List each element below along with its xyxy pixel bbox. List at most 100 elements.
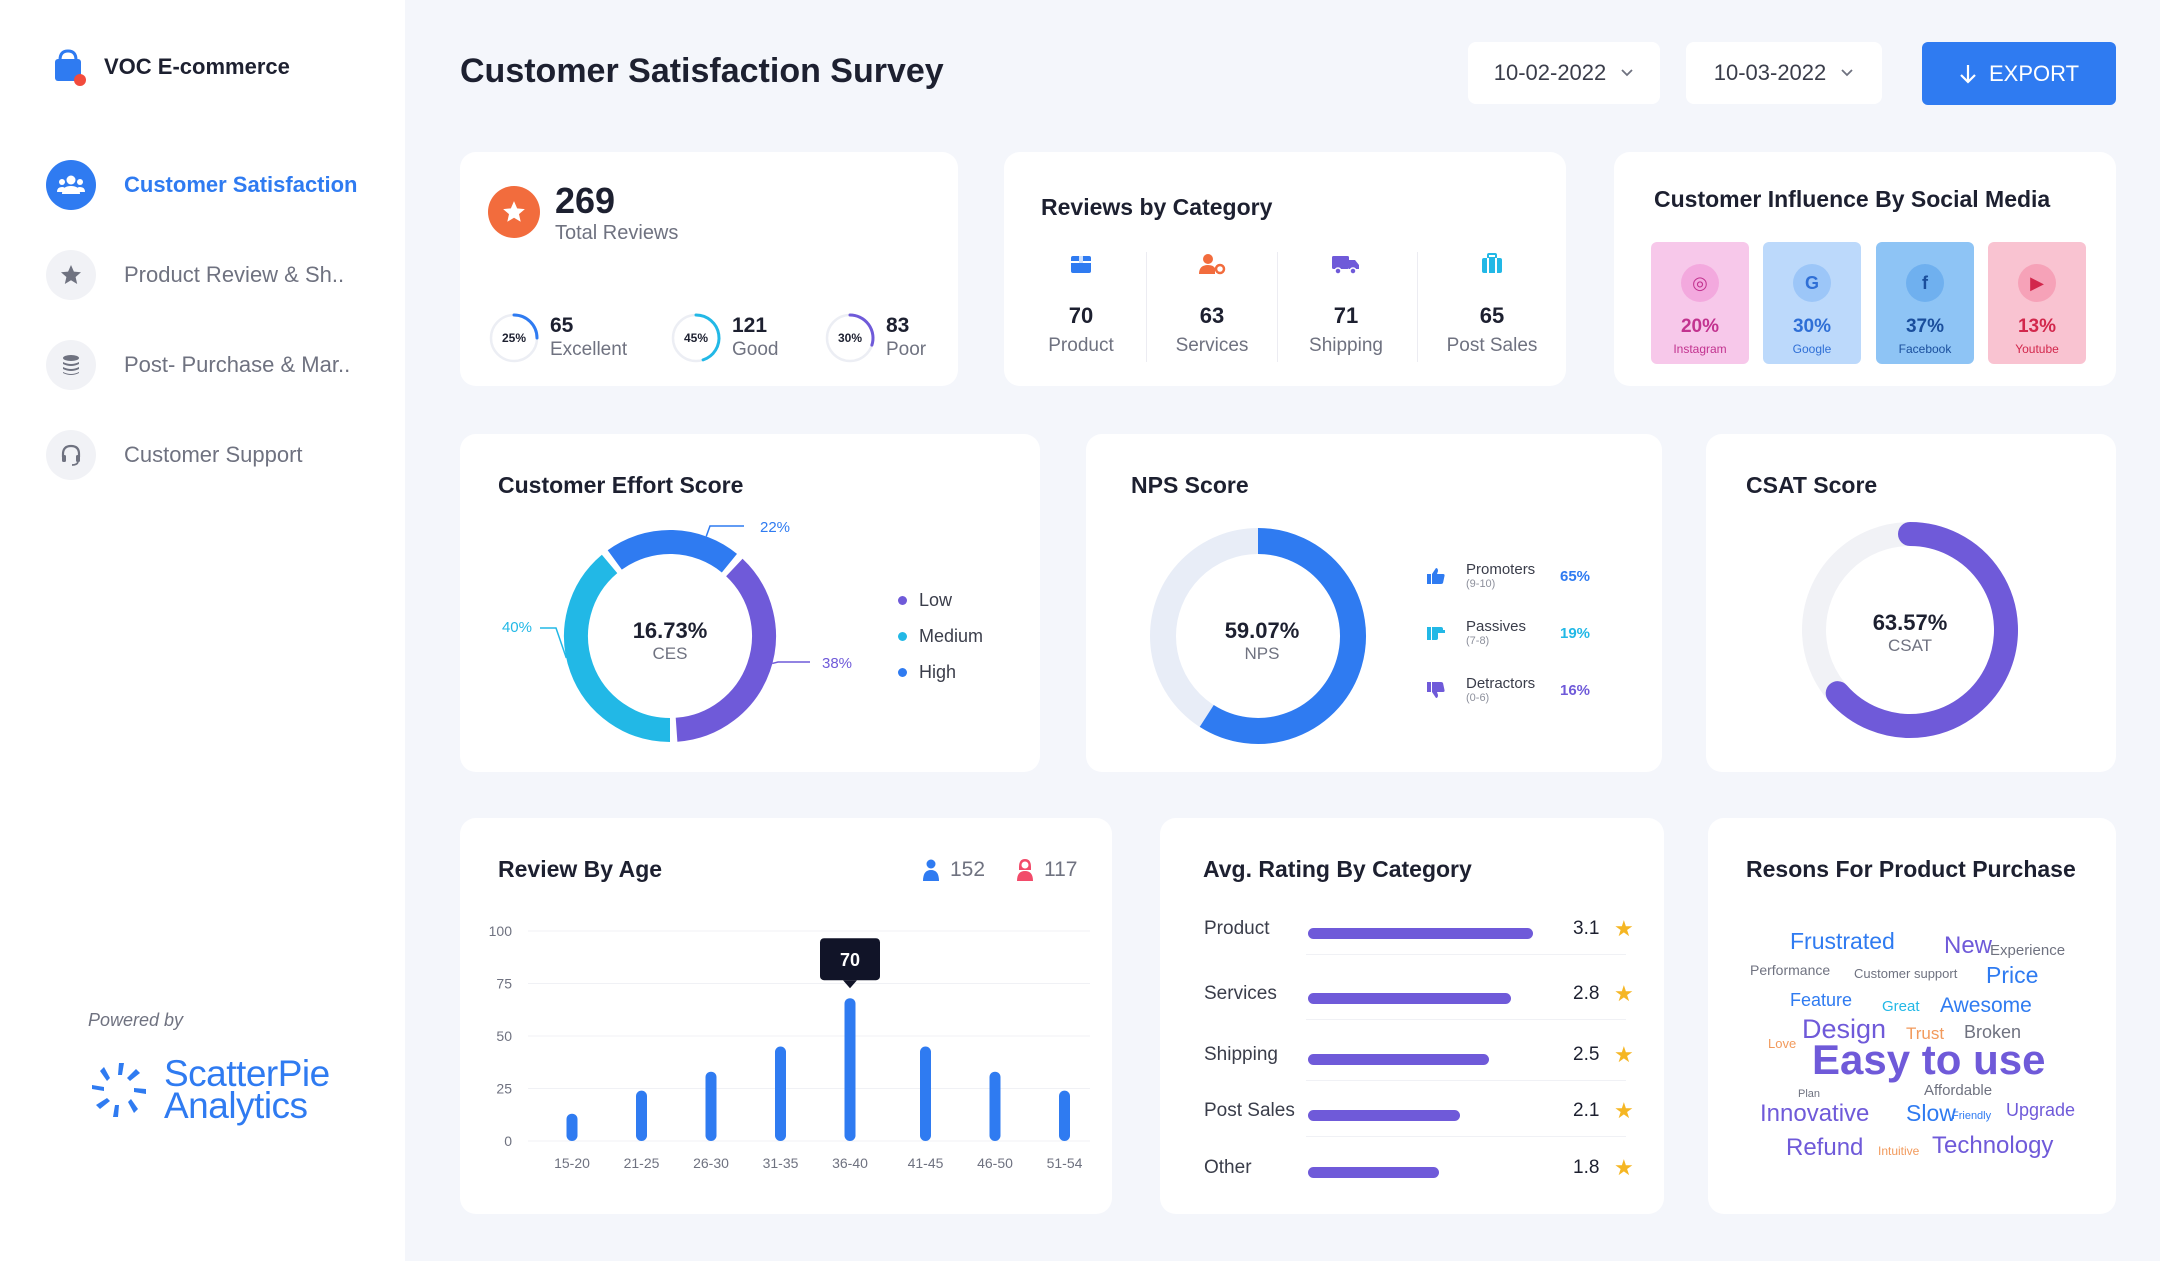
word-cloud-term[interactable]: Refund <box>1786 1134 1864 1161</box>
word-cloud-term[interactable]: Easy to use <box>1812 1036 2046 1083</box>
word-cloud-term[interactable]: Design <box>1802 1014 1887 1044</box>
brand-logo[interactable]: ScatterPie Analytics <box>88 1055 330 1124</box>
rating-row-other[interactable]: Other 1.8 ★ <box>1204 1149 1644 1189</box>
csat-progress[interactable] <box>1825 522 2018 738</box>
word-cloud-term[interactable]: Awesome <box>1940 994 2032 1017</box>
star-icon: ★ <box>1614 1098 1634 1123</box>
category-shipping[interactable]: 71 Shipping <box>1281 252 1411 357</box>
word-cloud-term[interactable]: Price <box>1986 962 2039 988</box>
date-from-picker[interactable]: 10-02-2022 <box>1468 42 1660 104</box>
ces-leader-line <box>540 627 568 659</box>
rating-bar <box>1308 1054 1490 1065</box>
ces-segment-low[interactable] <box>607 530 737 573</box>
social-youtube[interactable]: ▶ 13% Youtube <box>1988 242 2086 364</box>
age-bar[interactable] <box>989 1071 1001 1141</box>
ces-pct-label: 40% <box>502 619 532 636</box>
category-post-sales[interactable]: 65 Post Sales <box>1427 252 1557 357</box>
reviews-by-category-title: Reviews by Category <box>1041 194 1273 220</box>
age-bar[interactable] <box>775 1046 786 1142</box>
rating-divider <box>1306 954 1626 955</box>
word-cloud-term[interactable]: Technology <box>1932 1132 2054 1159</box>
sidebar-item-customer-satisfaction[interactable]: Customer Satisfaction <box>46 140 386 230</box>
rating-row-post-sales[interactable]: Post Sales 2.1 ★ <box>1204 1092 1644 1132</box>
category-label: Shipping <box>1309 335 1383 356</box>
word-cloud-term[interactable]: Friendly <box>1952 1110 1992 1122</box>
ces-value: 16.73% <box>632 618 708 643</box>
rating-divider <box>1306 1080 1626 1081</box>
social-name: Facebook <box>1898 342 1952 356</box>
sidebar: VOC E-commerce Customer Satisfaction Pro… <box>0 0 405 1261</box>
word-cloud-term[interactable]: Performance <box>1750 962 1831 978</box>
category-services[interactable]: 63 Services <box>1147 252 1277 357</box>
nps-progress[interactable] <box>1199 528 1366 744</box>
word-cloud: Frustrated New Experience Performance Custom… <box>1708 818 2116 1214</box>
word-cloud-term[interactable]: Slow <box>1906 1100 1956 1126</box>
word-cloud-term[interactable]: Plan <box>1798 1088 1821 1100</box>
google-icon: G <box>1793 264 1831 302</box>
date-to-picker[interactable]: 10-03-2022 <box>1686 42 1882 104</box>
word-cloud-term[interactable]: Great <box>1882 998 1920 1015</box>
app-logo[interactable]: VOC E-commerce <box>52 48 290 86</box>
x-tick-label: 46-50 <box>977 1155 1013 1171</box>
rating-bar <box>1308 928 1533 939</box>
word-cloud-term[interactable]: New <box>1944 932 1993 959</box>
word-cloud-term[interactable]: Innovative <box>1760 1100 1870 1127</box>
age-bar[interactable] <box>920 1046 931 1142</box>
category-value: 65 <box>1479 303 1505 328</box>
word-cloud-term[interactable]: Upgrade <box>2006 1100 2076 1120</box>
x-tick-label: 21-25 <box>624 1155 660 1171</box>
social-facebook[interactable]: f 37% Facebook <box>1876 242 1974 364</box>
female-user-icon <box>1017 859 1033 881</box>
word-cloud-term[interactable]: Feature <box>1790 990 1853 1010</box>
ces-leader-line <box>705 525 744 537</box>
female-count: 117 <box>1016 858 1077 882</box>
word-cloud-term[interactable]: Love <box>1768 1036 1797 1051</box>
word-cloud-term[interactable]: Experience <box>1990 942 2066 959</box>
social-pct: 30% <box>1792 316 1832 337</box>
sidebar-item-customer-support[interactable]: Customer Support <box>46 410 386 500</box>
review-by-age-title: Review By Age <box>498 856 663 882</box>
age-bar[interactable] <box>844 998 856 1141</box>
rating-row-services[interactable]: Services 2.8 ★ <box>1204 975 1644 1015</box>
review-good: 45% 121 Good <box>670 312 778 364</box>
ces-segment-medium[interactable] <box>564 554 671 742</box>
age-bar[interactable] <box>705 1071 717 1141</box>
social-pct: 37% <box>1905 316 1945 337</box>
date-from-value: 10-02-2022 <box>1493 60 1607 85</box>
social-pct: 20% <box>1680 316 1720 337</box>
social-google[interactable]: G 30% Google <box>1763 242 1861 364</box>
word-cloud-term[interactable]: Frustrated <box>1790 928 1895 954</box>
social-name: Youtube <box>2015 342 2059 356</box>
rating-row-shipping[interactable]: Shipping 2.5 ★ <box>1204 1036 1644 1076</box>
sidebar-item-product-review[interactable]: Product Review & Sh.. <box>46 230 386 320</box>
word-cloud-term[interactable]: Affordable <box>1924 1082 1993 1099</box>
age-bar[interactable] <box>566 1113 578 1141</box>
word-cloud-term[interactable]: Intuitive <box>1878 1144 1920 1158</box>
age-bar[interactable] <box>636 1090 647 1141</box>
export-button[interactable]: EXPORT <box>1922 42 2116 105</box>
ces-segment-high[interactable] <box>675 558 776 742</box>
youtube-icon: ▶ <box>2018 264 2056 302</box>
page-title: Customer Satisfaction Survey <box>460 52 944 90</box>
ces-label: CES <box>652 644 688 663</box>
export-label: EXPORT <box>1988 60 2080 86</box>
ring-pct-label: 45% <box>684 331 708 345</box>
rating-row-product[interactable]: Product 3.1 ★ <box>1204 910 1644 950</box>
word-cloud-term[interactable]: Customer support <box>1854 966 1958 981</box>
word-cloud-term[interactable]: Broken <box>1964 1022 2022 1042</box>
ces-pct-label: 38% <box>822 655 852 672</box>
word-cloud-term[interactable]: Trust <box>1906 1024 1945 1043</box>
category-product[interactable]: 70 Product <box>1016 252 1146 357</box>
rating-divider <box>1306 1019 1626 1020</box>
good-count: 121 <box>732 314 768 337</box>
sidebar-item-post-purchase[interactable]: Post- Purchase & Mar.. <box>46 320 386 410</box>
ces-leader-line <box>772 661 810 665</box>
total-reviews-label: Total Reviews <box>555 222 679 244</box>
rating-track <box>1308 1167 1538 1178</box>
nps-passives-row: Passives (7-8) 19% <box>1426 619 1590 647</box>
ring-progress <box>512 313 539 340</box>
age-bar[interactable] <box>1059 1090 1070 1141</box>
category-divider <box>1146 252 1147 362</box>
social-instagram[interactable]: ◎ 20% Instagram <box>1651 242 1749 364</box>
scatterpie-logo-icon <box>92 1063 146 1117</box>
